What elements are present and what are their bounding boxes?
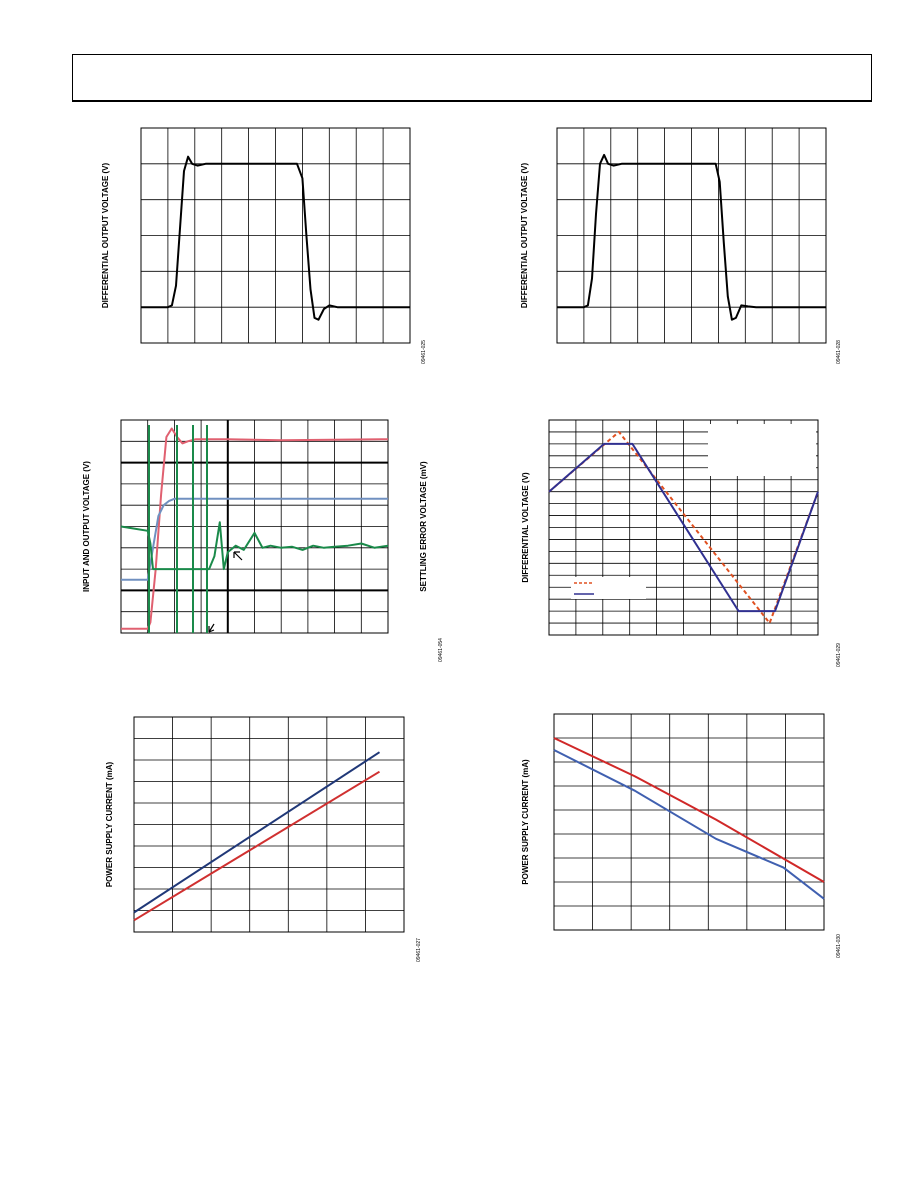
figure-id: 09461-027 [416,938,422,962]
y-axis-label-right: SETTLING ERROR VOLTAGE (mV) [419,461,428,592]
y-axis-label: INPUT AND OUTPUT VOLTAGE (V) [82,461,91,592]
series-line-2 [553,749,825,900]
figure-id: 09461-028 [836,340,842,364]
plot-frame [556,127,827,344]
series-line-1 [557,153,826,321]
series-line-2 [548,442,819,613]
series-line-1 [141,155,410,321]
plot-frame [548,419,819,636]
arrow-annotation [233,551,243,561]
arrow-annotation [208,623,215,633]
series-line-3 [120,521,389,571]
series-line-1 [133,751,381,914]
y-axis-label: POWER SUPPLY CURRENT (mA) [105,761,114,887]
legend-box-top [708,424,816,476]
plot-frame [140,127,411,344]
series-line-2 [133,770,381,922]
y-axis-label: DIFFERENTIAL OUTPUT VOLTAGE (V) [101,163,110,309]
figure-id: 09461-030 [836,934,842,958]
plot-frame [133,716,405,933]
y-axis-label: DIFFERENTIAL OUTPUT VOLTAGE (V) [520,163,529,309]
plot-frame [553,713,825,931]
page-header-box [72,54,872,102]
y-axis-label: DIFFERENTIAL VOLTAGE (V) [521,472,530,583]
figure-id: 09461-054 [438,638,444,662]
figure-id: 09461-025 [421,340,427,364]
figure-id: 09461-029 [836,643,842,667]
y-axis-label: POWER SUPPLY CURRENT (mA) [521,759,530,885]
legend-box [571,577,646,599]
series-line-1 [553,737,825,883]
